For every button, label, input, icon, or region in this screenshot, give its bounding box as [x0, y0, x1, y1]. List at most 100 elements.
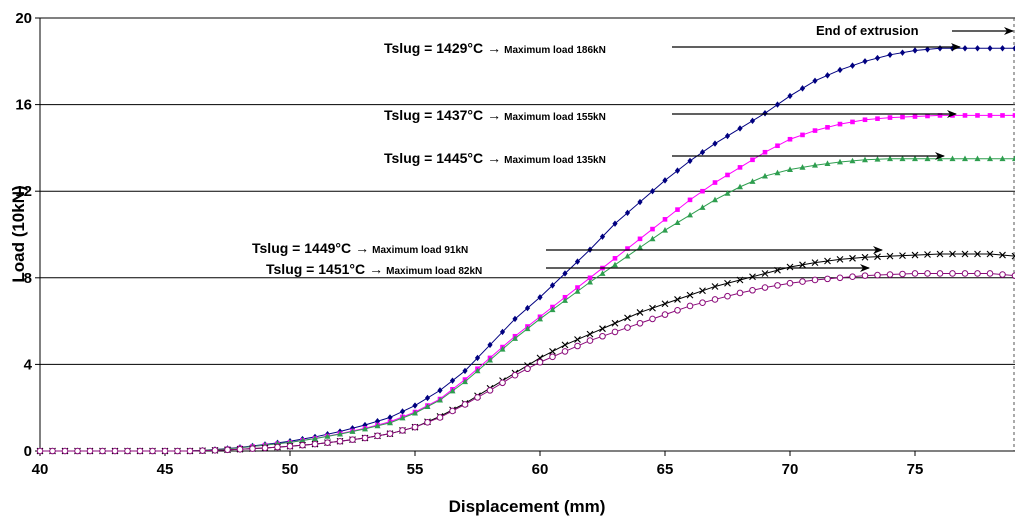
data-point-diamond	[712, 140, 718, 147]
data-point-triangle	[549, 306, 556, 313]
data-point-diamond	[662, 177, 668, 184]
data-point-circle	[349, 436, 356, 443]
data-point-diamond	[912, 47, 918, 54]
data-point-square	[800, 132, 805, 138]
data-point-x	[549, 348, 556, 355]
data-point-triangle	[574, 288, 581, 294]
data-point-x	[961, 250, 969, 258]
x-tick-label: 45	[157, 461, 174, 478]
data-point-circle	[111, 447, 119, 455]
data-point-circle	[274, 443, 281, 451]
data-point-circle	[249, 445, 256, 452]
data-point-diamond	[462, 367, 468, 375]
data-point-x	[636, 309, 644, 316]
data-point-diamond	[637, 198, 643, 206]
data-point-diamond	[624, 209, 631, 217]
data-point-triangle	[749, 178, 756, 184]
data-point-triangle	[1012, 155, 1015, 162]
data-point-circle	[99, 447, 106, 455]
data-point-diamond	[399, 408, 406, 415]
data-point-diamond	[774, 101, 781, 108]
label-max-load: Maximum load 135kN	[504, 155, 606, 166]
label-max-load: Maximum load 155kN	[504, 112, 606, 123]
label-temperature: 1445°C	[436, 150, 483, 166]
data-point-diamond	[412, 402, 418, 409]
data-point-x	[624, 314, 631, 322]
data-point-circle	[174, 447, 181, 455]
data-point-circle	[649, 315, 656, 323]
data-point-diamond	[387, 414, 393, 421]
data-point-square	[587, 275, 593, 281]
data-point-circle	[361, 434, 369, 442]
x-axis-title: Displacement (mm)	[449, 497, 606, 516]
data-point-triangle	[387, 419, 393, 426]
data-point-circle	[661, 311, 669, 318]
data-point-diamond	[849, 62, 856, 69]
data-point-square	[937, 113, 943, 118]
data-point-circle	[336, 437, 344, 445]
label-prefix: Tslug =	[266, 261, 318, 277]
data-point-diamond	[737, 125, 743, 132]
data-point-circle	[974, 270, 981, 277]
data-point-triangle	[787, 166, 793, 172]
data-point-triangle	[624, 252, 631, 259]
data-point-triangle	[724, 190, 731, 196]
data-point-square	[750, 157, 755, 163]
data-point-triangle	[637, 244, 643, 250]
data-point-triangle	[587, 278, 593, 285]
data-point-diamond	[562, 270, 568, 277]
data-point-triangle	[699, 204, 706, 210]
data-point-diamond	[974, 45, 981, 52]
data-point-triangle	[737, 183, 743, 190]
data-point-circle	[549, 353, 556, 361]
data-point-square	[725, 172, 730, 178]
data-point-diamond	[887, 51, 893, 59]
data-point-triangle	[537, 315, 543, 322]
series-group	[36, 45, 1015, 455]
data-point-circle	[224, 446, 231, 454]
data-point-square	[900, 114, 905, 120]
data-point-x	[811, 259, 819, 267]
y-tick-label: 4	[24, 356, 33, 373]
data-point-diamond	[874, 54, 881, 62]
data-point-diamond	[837, 66, 843, 74]
data-point-diamond	[549, 282, 556, 289]
data-point-circle	[636, 319, 644, 327]
data-point-triangle	[674, 219, 681, 225]
data-point-triangle	[362, 425, 368, 432]
data-point-circle	[186, 447, 194, 455]
data-point-circle	[149, 447, 156, 455]
data-point-diamond	[899, 49, 906, 56]
data-point-square	[650, 226, 655, 232]
data-point-circle	[74, 447, 81, 455]
data-point-triangle	[862, 156, 868, 163]
data-point-diamond	[999, 45, 1006, 52]
series-label-text: Tslug = 1449°C → Maximum load 91kN	[252, 240, 468, 256]
data-point-circle	[961, 270, 969, 277]
data-point-circle	[749, 286, 756, 294]
data-point-x	[799, 261, 806, 269]
data-point-circle	[1011, 272, 1015, 279]
data-point-triangle	[424, 403, 431, 410]
data-point-circle	[999, 271, 1006, 278]
data-point-square	[987, 113, 993, 118]
data-point-square	[675, 207, 680, 212]
label-temperature: 1451°C	[318, 261, 365, 277]
data-point-triangle	[874, 156, 881, 162]
data-point-x	[699, 287, 706, 295]
data-point-triangle	[599, 270, 606, 276]
data-point-diamond	[762, 110, 768, 117]
data-point-diamond	[487, 341, 493, 349]
data-point-circle	[836, 274, 844, 282]
data-point-circle	[236, 445, 244, 453]
data-point-triangle	[474, 367, 481, 374]
data-point-square	[975, 113, 980, 118]
data-point-circle	[311, 440, 319, 448]
data-point-square	[1000, 113, 1005, 118]
label-temperature: 1449°C	[304, 240, 351, 256]
series-label-text: Tslug = 1445°C → Maximum load 135kN	[384, 150, 606, 166]
data-point-square	[737, 165, 743, 170]
data-point-x	[736, 276, 744, 284]
y-tick-label: 16	[15, 97, 32, 114]
data-point-x	[974, 250, 981, 258]
